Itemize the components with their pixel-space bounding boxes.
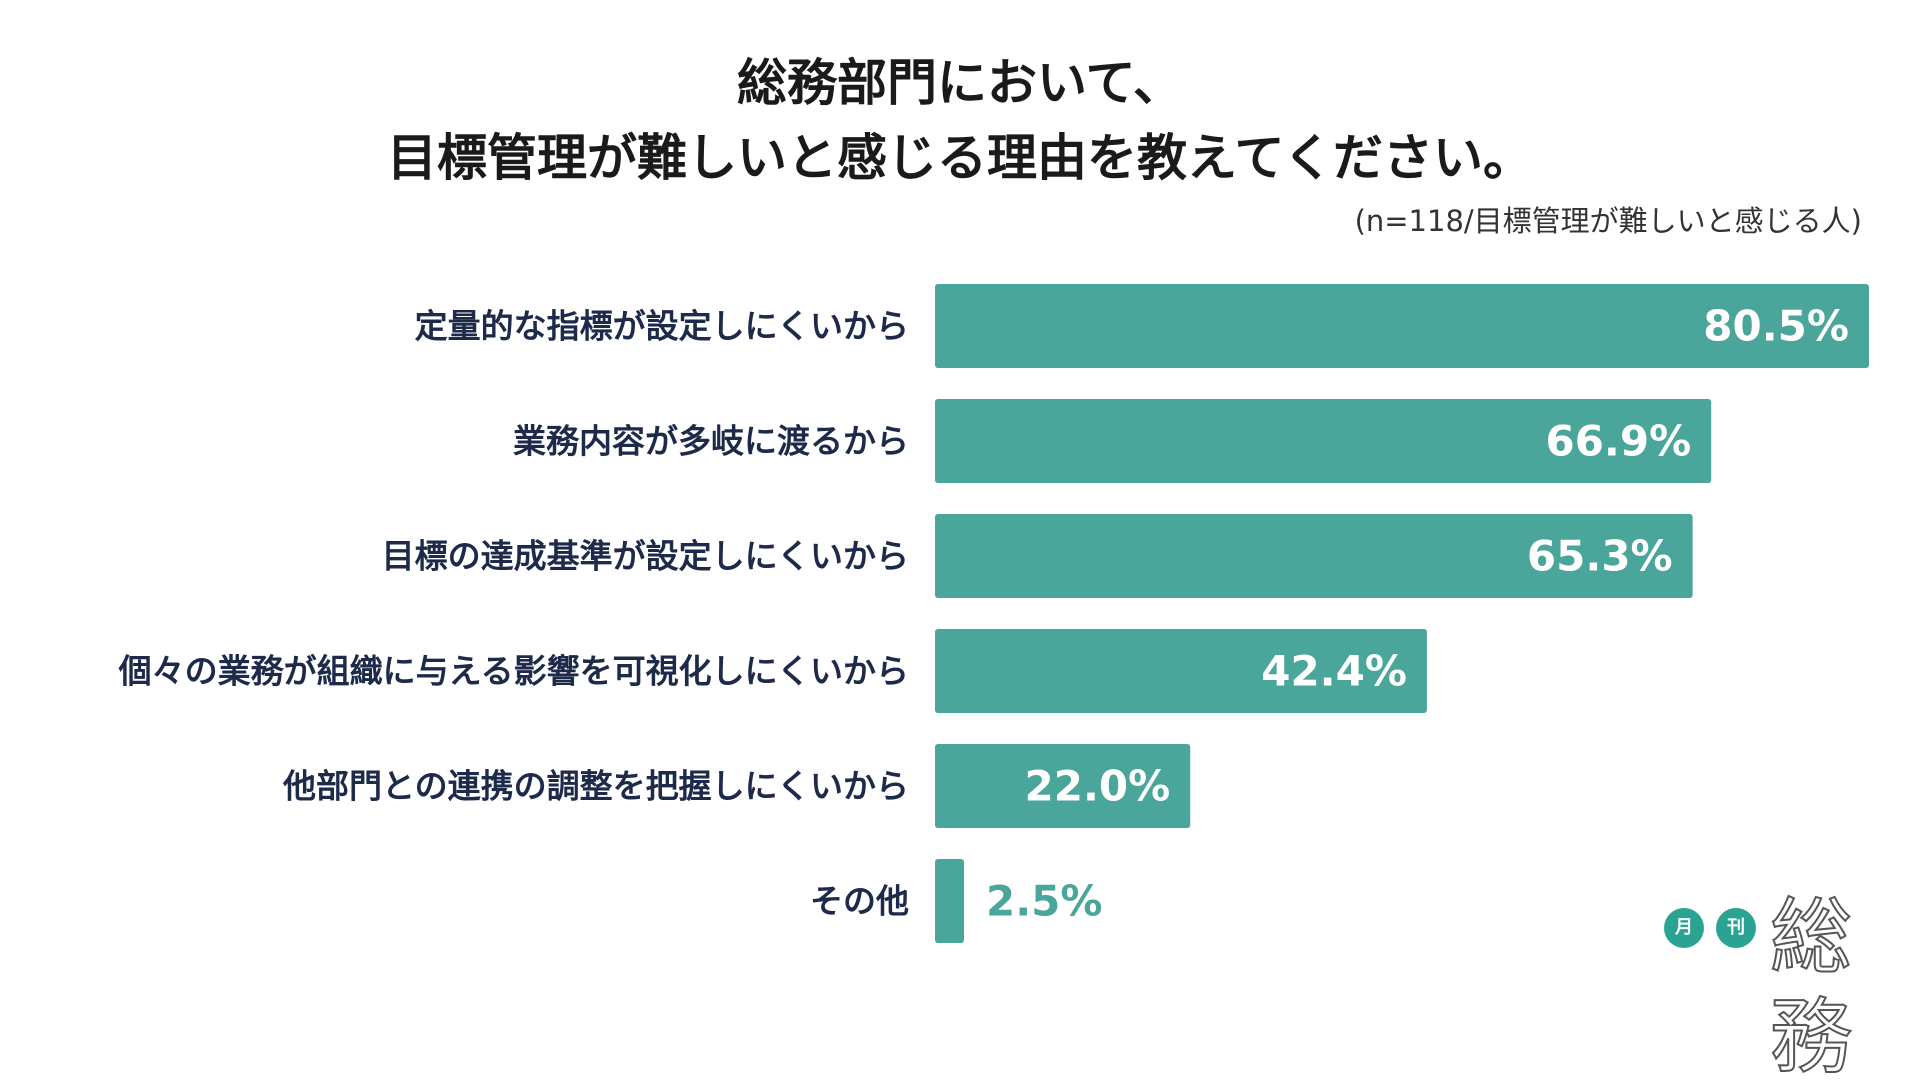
value-label-3: 65.3% [1527, 532, 1673, 581]
bar-5 [935, 744, 1191, 828]
sample-size-note: (n=118/目標管理が難しいと感じる人) [1354, 204, 1862, 238]
publication-logo: 月 刊 総務 [1664, 888, 1904, 1086]
value-label-1: 80.5% [1703, 302, 1849, 351]
logo-badge-issue: 刊 [1716, 908, 1756, 948]
chart-title: 総務部門において、 目標管理が難しいと感じる理由を教えてください。 [0, 48, 1920, 198]
category-label-1: 定量的な指標が設定しにくいから [415, 307, 909, 346]
title-line-1: 総務部門において、 [737, 54, 1183, 112]
category-label-3: 目標の達成基準が設定しにくいから [382, 537, 909, 576]
bar-1 [935, 284, 1869, 368]
value-label-6: 2.5% [986, 877, 1102, 926]
category-label-6: その他 [810, 882, 909, 921]
logo-badge-month: 月 [1664, 908, 1704, 948]
bar-2 [935, 399, 1712, 483]
title-line-2: 目標管理が難しいと感じる理由を教えてください。 [387, 129, 1533, 187]
category-label-4: 個々の業務が組織に与える影響を可視化しにくいから [118, 652, 909, 691]
logo-wordmark: 総務 [1769, 889, 1853, 1086]
bar-3 [935, 514, 1693, 598]
bar-6 [935, 859, 965, 943]
bar-4 [935, 629, 1427, 713]
value-label-5: 22.0% [1025, 762, 1171, 811]
value-label-4: 42.4% [1261, 647, 1407, 696]
value-label-2: 66.9% [1545, 417, 1691, 466]
category-label-5: 他部門との連携の調整を把握しにくいから [282, 767, 909, 806]
bar-chart: 定量的な指標が設定しにくいから 80.5% 業務内容が多岐に渡るから 66.9% 目標の… [118, 284, 1869, 943]
category-label-2: 業務内容が多岐に渡るから [513, 422, 909, 461]
